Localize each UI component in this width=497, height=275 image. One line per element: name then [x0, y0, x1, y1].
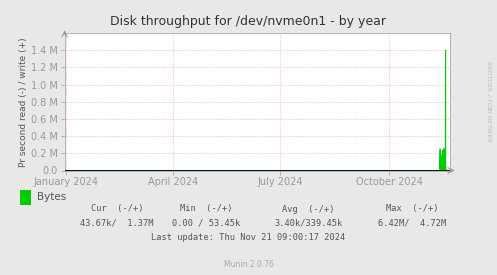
Y-axis label: Pr second read (-) / write (+): Pr second read (-) / write (+)	[19, 37, 28, 167]
Text: 6.42M/  4.72M: 6.42M/ 4.72M	[378, 219, 447, 228]
Text: 0.00 / 53.45k: 0.00 / 53.45k	[172, 219, 241, 228]
Text: RRDTOOL / TOBI OETIKER: RRDTOOL / TOBI OETIKER	[486, 61, 491, 142]
Text: Cur  (-/+): Cur (-/+)	[90, 205, 143, 213]
Text: Bytes: Bytes	[37, 192, 67, 202]
Text: Max  (-/+): Max (-/+)	[386, 205, 439, 213]
Text: Last update: Thu Nov 21 09:00:17 2024: Last update: Thu Nov 21 09:00:17 2024	[152, 233, 345, 241]
Text: Munin 2.0.76: Munin 2.0.76	[224, 260, 273, 269]
Text: Disk throughput for /dev/nvme0n1 - by year: Disk throughput for /dev/nvme0n1 - by ye…	[110, 15, 387, 28]
Text: 3.40k/339.45k: 3.40k/339.45k	[274, 219, 342, 228]
Text: 43.67k/  1.37M: 43.67k/ 1.37M	[80, 219, 154, 228]
Text: Avg  (-/+): Avg (-/+)	[282, 205, 334, 213]
Text: Min  (-/+): Min (-/+)	[180, 205, 233, 213]
